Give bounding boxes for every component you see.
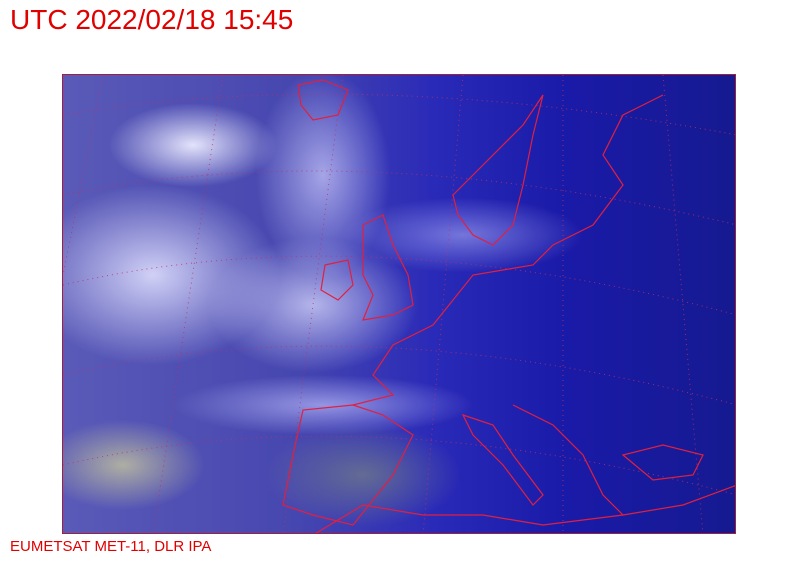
lat-lon-grid [63, 75, 735, 533]
coast-continent [352, 94, 664, 406]
coastlines [282, 79, 735, 533]
coast-iberia [282, 404, 414, 526]
coast-iceland [297, 79, 349, 121]
map-overlay [63, 75, 735, 533]
coast-ireland [320, 259, 354, 301]
coast-balkans [512, 404, 624, 516]
coast-mediterranean-south [315, 485, 735, 533]
timestamp-title: UTC 2022/02/18 15:45 [10, 4, 294, 35]
coast-italy [461, 413, 544, 506]
satellite-map [62, 74, 736, 534]
coast-scandinavia [452, 94, 544, 246]
coast-great-britain [362, 214, 414, 321]
coast-black-sea [621, 444, 704, 481]
image-credit: EUMETSAT MET-11, DLR IPA [10, 538, 212, 555]
